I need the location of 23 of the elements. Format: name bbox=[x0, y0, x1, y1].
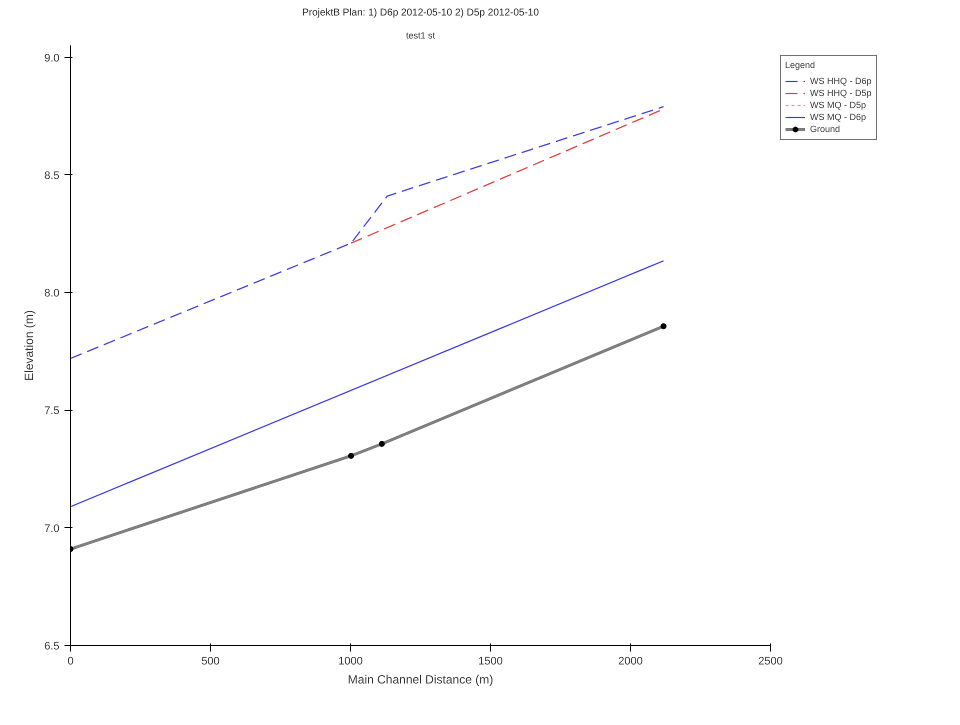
x-tick-label: 2000 bbox=[618, 656, 643, 668]
legend-label: WS HHQ - D6p bbox=[810, 75, 872, 87]
x-tick-label: 500 bbox=[201, 656, 220, 668]
legend-label: WS MQ - D6p bbox=[810, 111, 866, 123]
y-tick-label: 8.0 bbox=[44, 288, 60, 300]
text: test1 st bbox=[406, 30, 436, 40]
x-tick-label: 1000 bbox=[338, 656, 363, 668]
x-axis-title: Main Channel Distance (m) bbox=[348, 672, 494, 686]
y-tick-label: 8.5 bbox=[44, 170, 60, 182]
x-tick-label: 0 bbox=[67, 656, 74, 668]
chart-title: ProjektB Plan: 1) D6p 2012-05-10 2) D5p 2012-05-10 bbox=[302, 8, 540, 18]
y-axis-title: Elevation (m) bbox=[22, 310, 36, 381]
y-tick-label: 9.0 bbox=[44, 52, 60, 64]
y-tick-label: 6.5 bbox=[44, 640, 60, 652]
y-tick-label: 7.0 bbox=[44, 522, 60, 535]
line-series bbox=[70, 106, 664, 360]
legend-label: Ground bbox=[810, 123, 840, 135]
legend-label: WS HHQ - D5p bbox=[810, 87, 872, 99]
y-tick-label: 7.5 bbox=[44, 405, 60, 418]
legend-label: WS MQ - D5p bbox=[810, 99, 866, 111]
x-tick-label: 1500 bbox=[478, 656, 503, 668]
legend-title: Legend bbox=[785, 60, 816, 70]
x-tick-label: 2500 bbox=[758, 656, 783, 668]
